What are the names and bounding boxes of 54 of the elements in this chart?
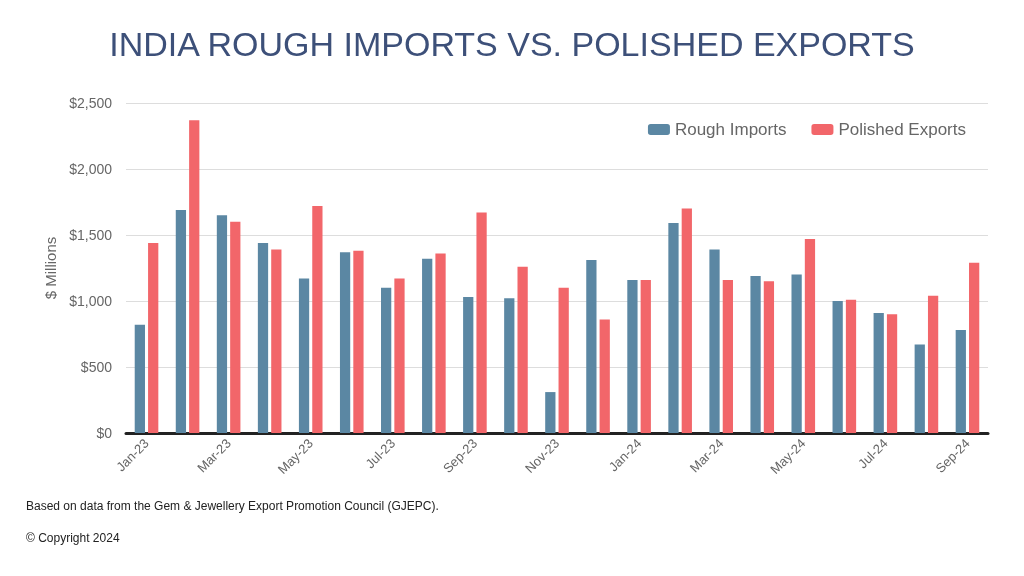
bar xyxy=(640,279,651,433)
y-tick-label: $1,000 xyxy=(69,293,113,309)
bar xyxy=(927,295,939,433)
bar xyxy=(845,299,857,433)
bar xyxy=(353,250,364,433)
bar xyxy=(504,298,515,433)
chart-title: INDIA ROUGH IMPORTS VS. POLISHED EXPORTS xyxy=(109,25,915,63)
bar xyxy=(271,249,282,433)
bar xyxy=(422,258,433,433)
y-tick-label: $0 xyxy=(96,425,113,441)
bar xyxy=(558,287,569,433)
bar xyxy=(969,262,980,433)
bar xyxy=(148,242,159,433)
bar xyxy=(216,215,228,433)
bar xyxy=(517,266,528,433)
text: Based on data from the Gem & Jewellery Export Promotion Council (GJEPC). xyxy=(26,499,439,513)
bar xyxy=(832,301,843,433)
bar xyxy=(763,281,775,433)
bar xyxy=(627,279,638,433)
bar xyxy=(435,253,446,433)
bar xyxy=(189,120,200,433)
bar xyxy=(955,330,966,433)
bar xyxy=(873,312,884,433)
y-tick-label: $2,000 xyxy=(69,161,113,177)
bar xyxy=(804,238,816,433)
bar xyxy=(914,344,925,433)
bar xyxy=(257,242,269,433)
bar xyxy=(339,252,351,433)
y-tick-label: $500 xyxy=(80,359,113,375)
bar xyxy=(545,392,556,433)
bar xyxy=(668,223,679,433)
y-tick-label: $2,500 xyxy=(69,95,113,111)
legend-label: Rough Imports xyxy=(674,120,787,139)
bar xyxy=(230,221,241,433)
bar xyxy=(312,205,323,433)
bar xyxy=(886,314,898,433)
bar xyxy=(709,249,720,433)
bar xyxy=(381,287,392,433)
bar xyxy=(791,274,802,433)
bar xyxy=(298,278,310,433)
bar xyxy=(394,278,405,433)
bar xyxy=(722,279,733,433)
bar xyxy=(134,324,145,433)
bar xyxy=(750,275,761,433)
y-axis-title: $ Millions xyxy=(42,236,60,300)
legend-label: Polished Exports xyxy=(838,120,967,139)
bar xyxy=(463,297,474,433)
bar xyxy=(175,209,187,433)
bar xyxy=(681,208,692,433)
bar xyxy=(599,319,610,433)
bar xyxy=(476,212,487,433)
y-tick-label: $1,500 xyxy=(69,227,113,243)
bar xyxy=(586,260,597,433)
text: © Copyright 2024 xyxy=(26,531,120,545)
